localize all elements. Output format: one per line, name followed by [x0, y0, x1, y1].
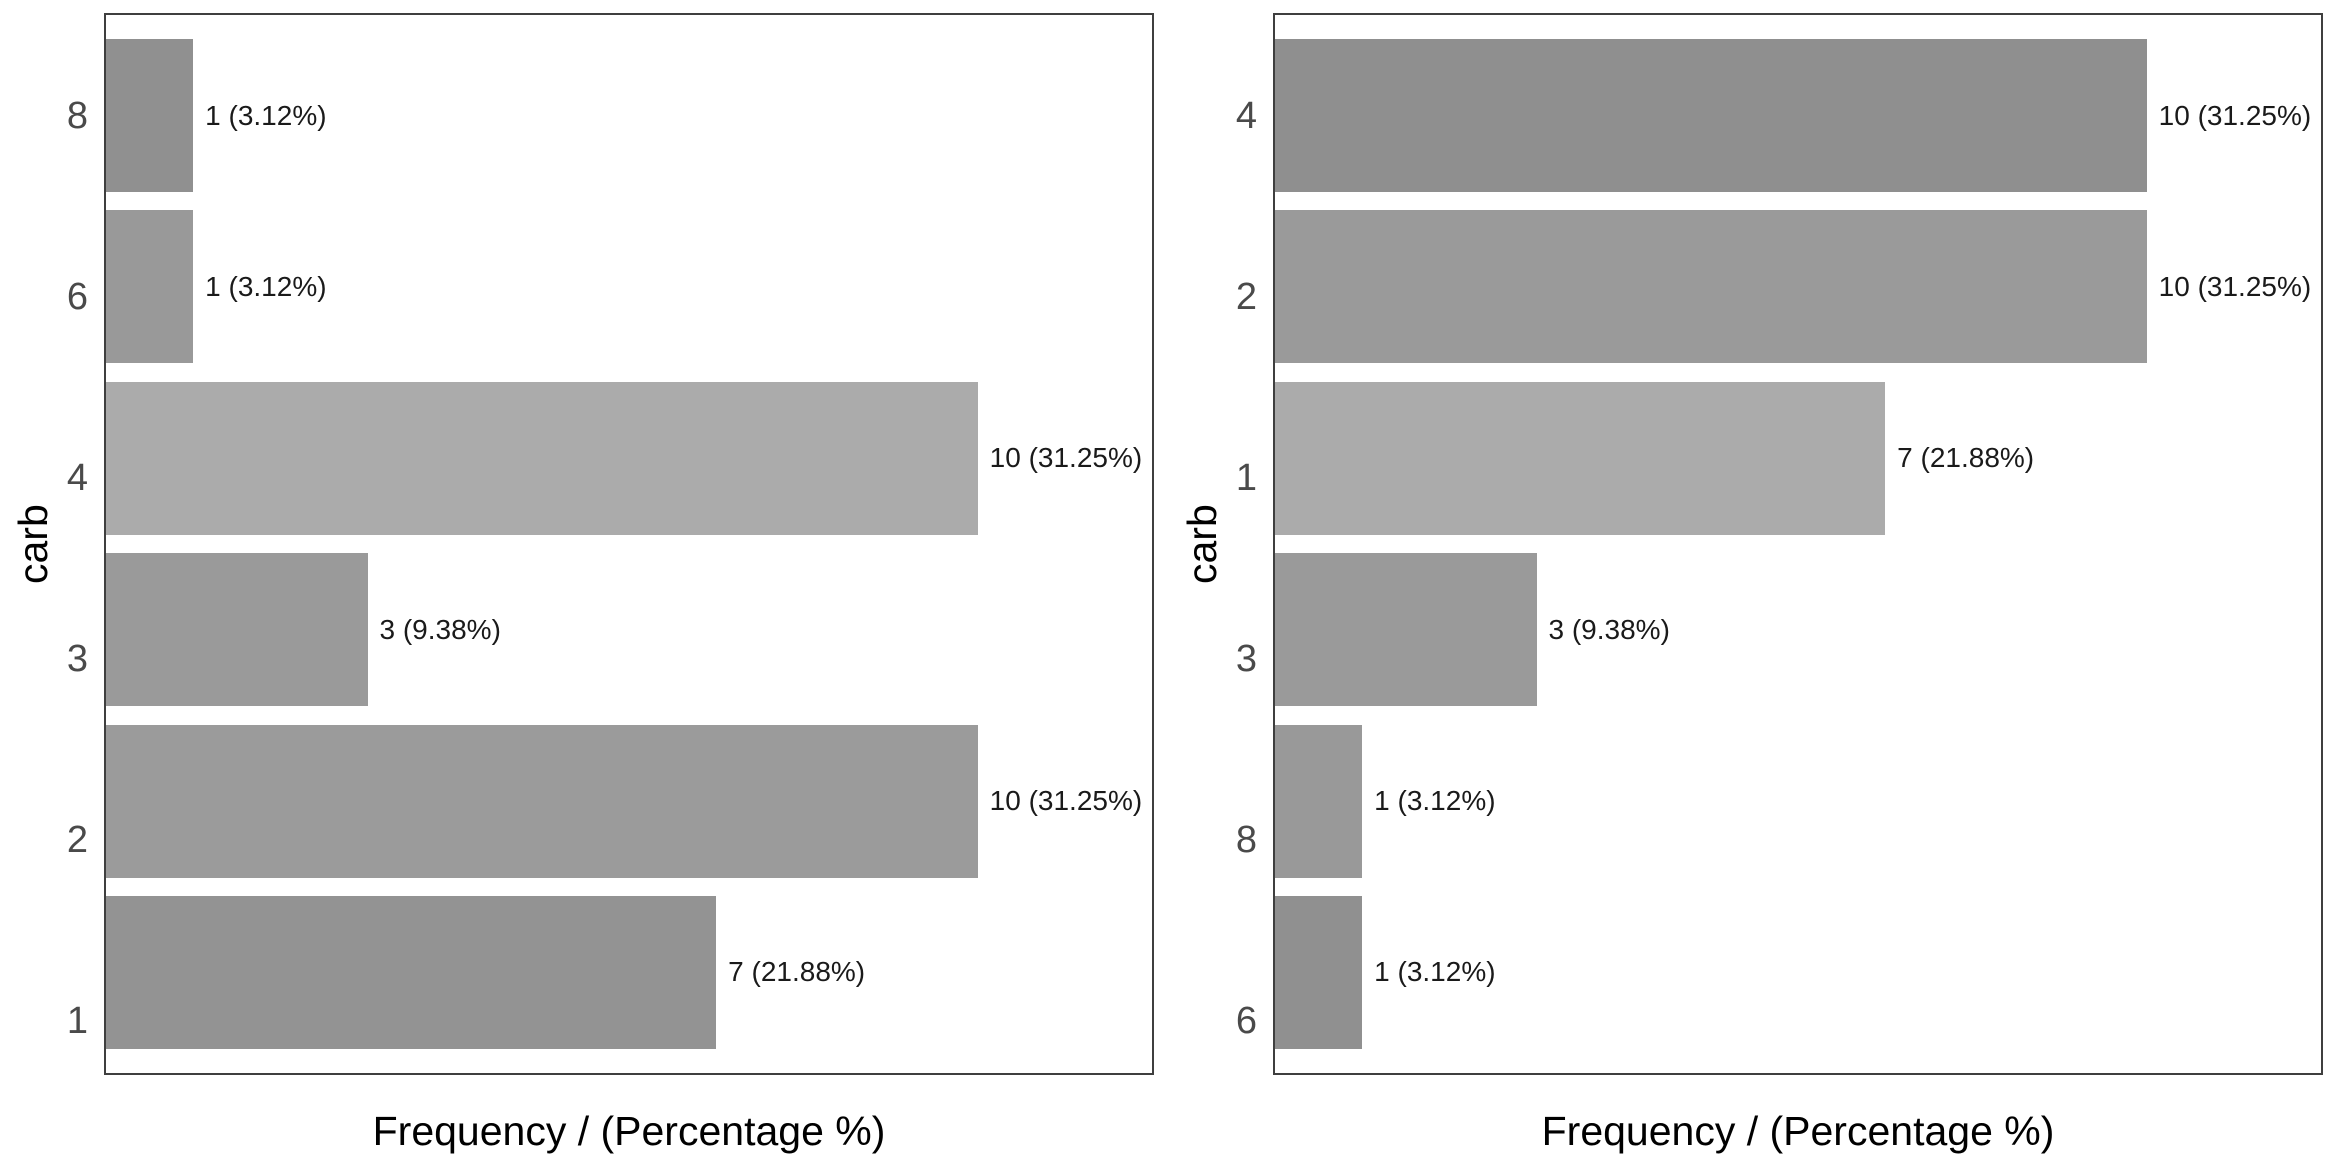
bar-carb-4	[1275, 39, 2147, 192]
bar-carb-1	[1275, 381, 1886, 535]
x-axis-title: Frequency / (Percentage %)	[1541, 1108, 2055, 1154]
y-tick-label: 6	[1235, 999, 1257, 1042]
y-tick-label: 4	[66, 456, 88, 499]
bar-carb-3	[106, 553, 368, 707]
bar-value-label: 7 (21.88%)	[1897, 442, 2035, 474]
y-tick-label: 2	[1235, 275, 1257, 318]
bar-carb-6	[106, 210, 194, 364]
bar-row-carb-1: 7 (21.88%)	[106, 895, 1152, 1049]
bar-carb-1	[106, 895, 717, 1049]
bar-value-label: 1 (3.12%)	[205, 99, 327, 131]
bar-value-label: 1 (3.12%)	[1374, 956, 1496, 988]
y-tick-label: 3	[1235, 637, 1257, 680]
y-tick-label: 6	[66, 275, 88, 318]
bar-value-label: 10 (31.25%)	[2158, 99, 2312, 131]
y-tick-label: 1	[66, 999, 88, 1042]
x-axis-title: Frequency / (Percentage %)	[372, 1108, 886, 1154]
bar-carb-8	[1275, 724, 1363, 878]
bar-value-label: 1 (3.12%)	[205, 270, 327, 302]
y-tick-label: 8	[66, 94, 88, 137]
bar-row-carb-4: 10 (31.25%)	[106, 381, 1152, 535]
y-tick-label: 4	[1235, 94, 1257, 137]
bar-carb-3	[1275, 553, 1537, 707]
y-axis-tick-labels: 8 6 4 3 2 1	[0, 15, 88, 1121]
bar-value-label: 3 (9.38%)	[1548, 613, 1670, 645]
y-tick-label: 8	[1235, 818, 1257, 861]
y-tick-label: 2	[66, 818, 88, 861]
bar-row-carb-1: 7 (21.88%)	[1275, 381, 2321, 535]
bar-carb-2	[106, 724, 978, 878]
bar-row-carb-4: 10 (31.25%)	[1275, 39, 2321, 192]
bar-row-carb-6: 1 (3.12%)	[1275, 895, 2321, 1049]
bar-row-carb-2: 10 (31.25%)	[1275, 210, 2321, 364]
bar-row-carb-2: 10 (31.25%)	[106, 724, 1152, 878]
y-tick-label: 3	[66, 637, 88, 680]
plot-panel: 10 (31.25%) 10 (31.25%) 7 (21.88%) 3 (9.38%…	[1273, 13, 2323, 1075]
bar-row-carb-8: 1 (3.12%)	[1275, 724, 2321, 878]
bar-carb-2	[1275, 210, 2147, 364]
y-tick-label: 1	[1235, 456, 1257, 499]
bar-value-label: 1 (3.12%)	[1374, 785, 1496, 817]
bar-value-label: 10 (31.25%)	[2158, 270, 2312, 302]
bar-row-carb-3: 3 (9.38%)	[106, 553, 1152, 707]
bar-value-label: 7 (21.88%)	[728, 956, 866, 988]
bar-row-carb-3: 3 (9.38%)	[1275, 553, 2321, 707]
y-axis-tick-labels: 4 2 1 3 8 6	[1169, 15, 1257, 1121]
plot-panel: 1 (3.12%) 1 (3.12%) 10 (31.25%) 3 (9.38%) 10…	[104, 13, 1154, 1075]
bar-value-label: 3 (9.38%)	[379, 613, 501, 645]
bar-row-carb-6: 1 (3.12%)	[106, 210, 1152, 364]
bar-carb-4	[106, 381, 978, 535]
bar-value-label: 10 (31.25%)	[989, 442, 1143, 474]
bar-row-carb-8: 1 (3.12%)	[106, 39, 1152, 192]
bar-carb-6	[1275, 895, 1363, 1049]
bar-value-label: 10 (31.25%)	[989, 785, 1143, 817]
bar-carb-8	[106, 39, 194, 192]
